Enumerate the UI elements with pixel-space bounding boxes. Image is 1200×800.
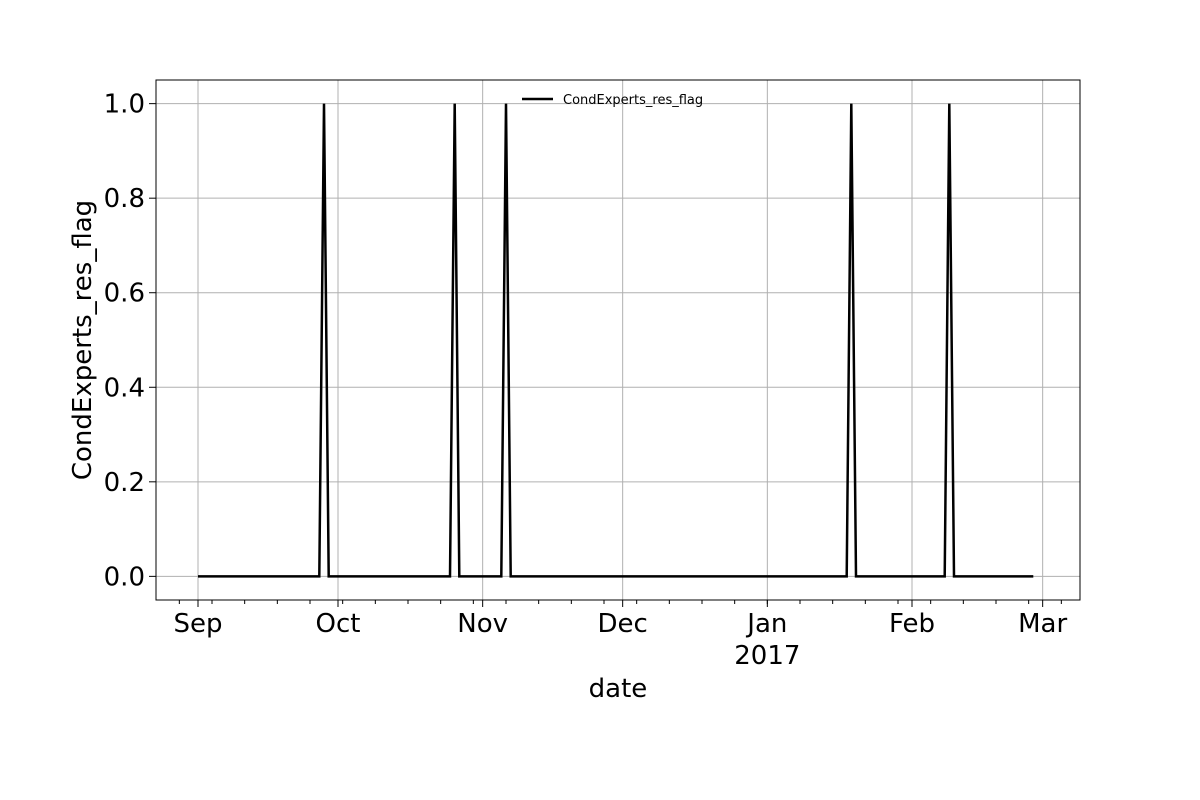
series-line [198,103,1034,578]
y-tick-label: 0.8 [104,184,145,214]
x-tick-label: Mar [1018,609,1067,639]
legend-label: CondExperts_res_flag [563,93,703,108]
x-tick-label: Jan [745,609,787,639]
plot-frame [155,79,1081,601]
legend: CondExperts_res_flag [522,93,703,108]
series-layer [198,103,1034,578]
x-axis-label: date [589,674,648,704]
y-tick-label: 0.4 [104,373,145,403]
x-tick-label: Feb [889,609,935,639]
x-tick-label: Sep [173,609,222,639]
grid [156,80,1080,600]
y-tick-label: 1.0 [104,90,145,120]
x-tick-label: Nov [457,609,508,639]
x-tick-label: Oct [316,609,361,639]
y-tick-label: 0.2 [104,468,145,498]
y-tick-label: 0.6 [104,279,145,309]
y-axis: 0.0 0.2 0.4 0.6 0.8 1.0 [104,90,156,592]
y-axis-label: CondExperts_res_flag [68,200,98,480]
y-tick-label: 0.0 [104,562,145,592]
x-tick-label: Dec [598,609,648,639]
x-tick-year-label: 2017 [734,641,800,671]
